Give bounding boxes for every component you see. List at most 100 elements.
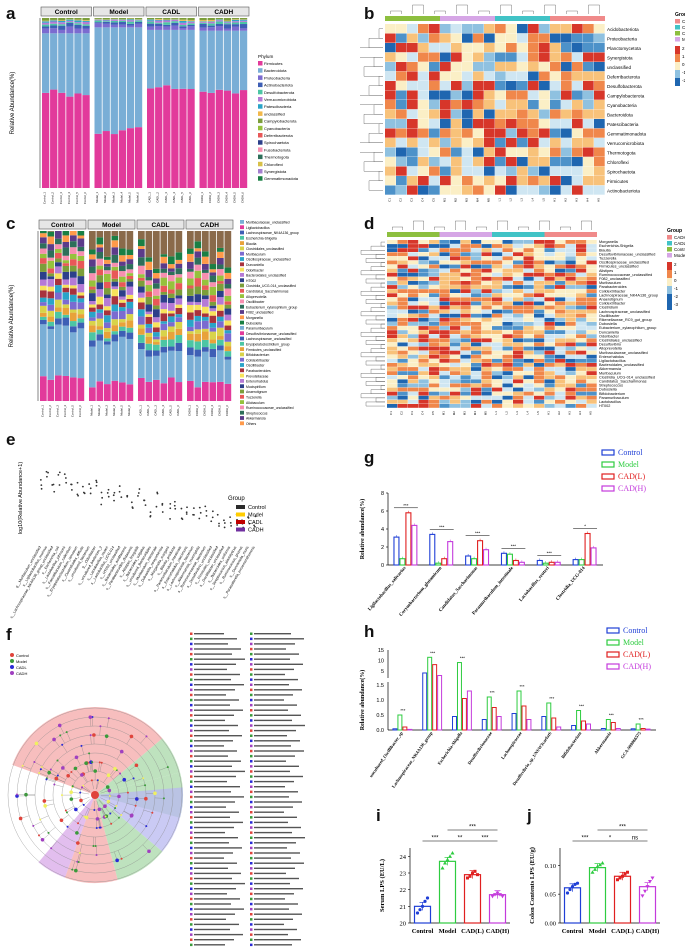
- stack-segment: [163, 26, 171, 30]
- taxa-list-text: [254, 745, 291, 747]
- heatmap-cell: [513, 342, 524, 347]
- heatmap-cell: [513, 334, 524, 339]
- heatmap-cell: [502, 383, 513, 388]
- row-dendrogram-branch: [365, 299, 385, 304]
- column-label: L3: [515, 411, 519, 415]
- significance-label: ***: [579, 704, 584, 709]
- stack-segment: [96, 282, 104, 290]
- heatmap-cell: [418, 43, 429, 53]
- heatmap-cell: [555, 305, 566, 310]
- stack-segment: [118, 18, 127, 20]
- stack-segment: [96, 289, 104, 297]
- heatmap-cell: [396, 81, 407, 91]
- stack-segment: [231, 18, 240, 20]
- stack-segment: [194, 310, 202, 316]
- heatmap-cell: [523, 309, 534, 314]
- heatmap-cell: [572, 43, 583, 53]
- row-dendrogram-branch: [360, 291, 385, 296]
- heatmap-cell: [576, 404, 587, 408]
- heatmap-cell: [439, 244, 450, 248]
- stack-segment: [126, 384, 134, 401]
- stack-segment: [55, 324, 62, 376]
- stack-segment: [138, 309, 145, 317]
- heatmap-cell: [594, 147, 605, 157]
- row-label: Duncaniella: [599, 330, 620, 334]
- heatmap-cell: [397, 244, 408, 248]
- heatmap-cell: [429, 346, 440, 351]
- data-point: [198, 506, 201, 509]
- column-label: L5: [536, 411, 540, 415]
- stack-segment: [94, 20, 102, 23]
- stack-segment: [104, 273, 111, 282]
- heatmap-cell: [586, 252, 597, 257]
- heatmap-cell: [397, 358, 408, 363]
- data-point: [229, 521, 232, 524]
- heatmap-cell: [583, 157, 594, 167]
- heatmap-cell: [555, 399, 566, 404]
- heatmap-cell: [439, 363, 450, 367]
- heatmap-cell: [495, 71, 506, 81]
- row-dendrogram-branch: [360, 373, 385, 378]
- heatmap-cell: [429, 330, 440, 334]
- data-point: [126, 494, 129, 497]
- group-annotation-cell: [555, 232, 566, 237]
- heatmap-cell: [471, 301, 482, 306]
- heatmap-cell: [550, 128, 561, 138]
- taxa-list-marker: [190, 831, 193, 834]
- taxa-list-marker: [190, 821, 193, 824]
- legend-swatch: [258, 161, 263, 167]
- heatmap-cell: [439, 297, 450, 302]
- taxa-list-text: [254, 699, 284, 701]
- stack-segment: [187, 271, 194, 279]
- bar-cadl: [551, 717, 557, 731]
- stack-segment: [89, 266, 96, 274]
- sample-label: CADL_6: [176, 405, 180, 416]
- stack-segment: [82, 20, 90, 21]
- cladogram-node: [88, 752, 91, 755]
- stack-segment: [138, 302, 145, 310]
- data-point: [185, 511, 188, 514]
- row-label: Campylobacterota: [607, 94, 645, 99]
- cladogram-branch: [79, 844, 83, 854]
- bar-model: [399, 558, 406, 566]
- legend-entry: F082_unclassified: [246, 311, 273, 315]
- heatmap-cell: [550, 33, 561, 43]
- stack-segment: [104, 331, 111, 339]
- bar-cadh: [518, 561, 525, 566]
- stack-segment: [179, 22, 187, 25]
- heatmap-cell: [555, 387, 566, 392]
- stack-segment: [70, 285, 77, 289]
- legend-entry: Control: [682, 31, 685, 36]
- stack-segment: [215, 19, 223, 21]
- cladogram-node: [57, 723, 62, 728]
- stack-segment: [55, 375, 62, 401]
- heatmap-cell: [429, 281, 440, 285]
- heatmap-cell: [450, 260, 461, 265]
- heatmap-cell: [408, 334, 419, 339]
- column-label: H1: [553, 198, 557, 202]
- stack-segment: [171, 29, 179, 89]
- stack-segment: [202, 272, 209, 280]
- stack-segment: [153, 273, 160, 279]
- stack-segment: [104, 315, 111, 323]
- column-label: M3: [463, 411, 467, 415]
- heatmap-cell: [544, 264, 555, 269]
- data-point: [149, 511, 152, 514]
- heatmap-cell: [471, 342, 482, 347]
- stack-segment: [153, 283, 160, 289]
- heatmap-cell: [513, 317, 524, 322]
- stack-segment: [171, 25, 179, 30]
- taxa-list-text: [254, 786, 285, 788]
- heatmap-cell: [576, 350, 587, 355]
- stack-segment: [153, 344, 160, 351]
- stack-segment: [110, 134, 118, 188]
- heatmap-cell: [502, 395, 513, 400]
- taxa-list-text: [254, 724, 305, 727]
- heatmap-cell: [450, 322, 461, 326]
- heatmap-cell: [387, 317, 398, 322]
- cladogram-node: [94, 844, 97, 847]
- stack-segment-others: [202, 231, 209, 252]
- heatmap-cell: [440, 119, 451, 129]
- group-annotation-cell: [502, 232, 513, 237]
- cladogram-node: [64, 809, 67, 812]
